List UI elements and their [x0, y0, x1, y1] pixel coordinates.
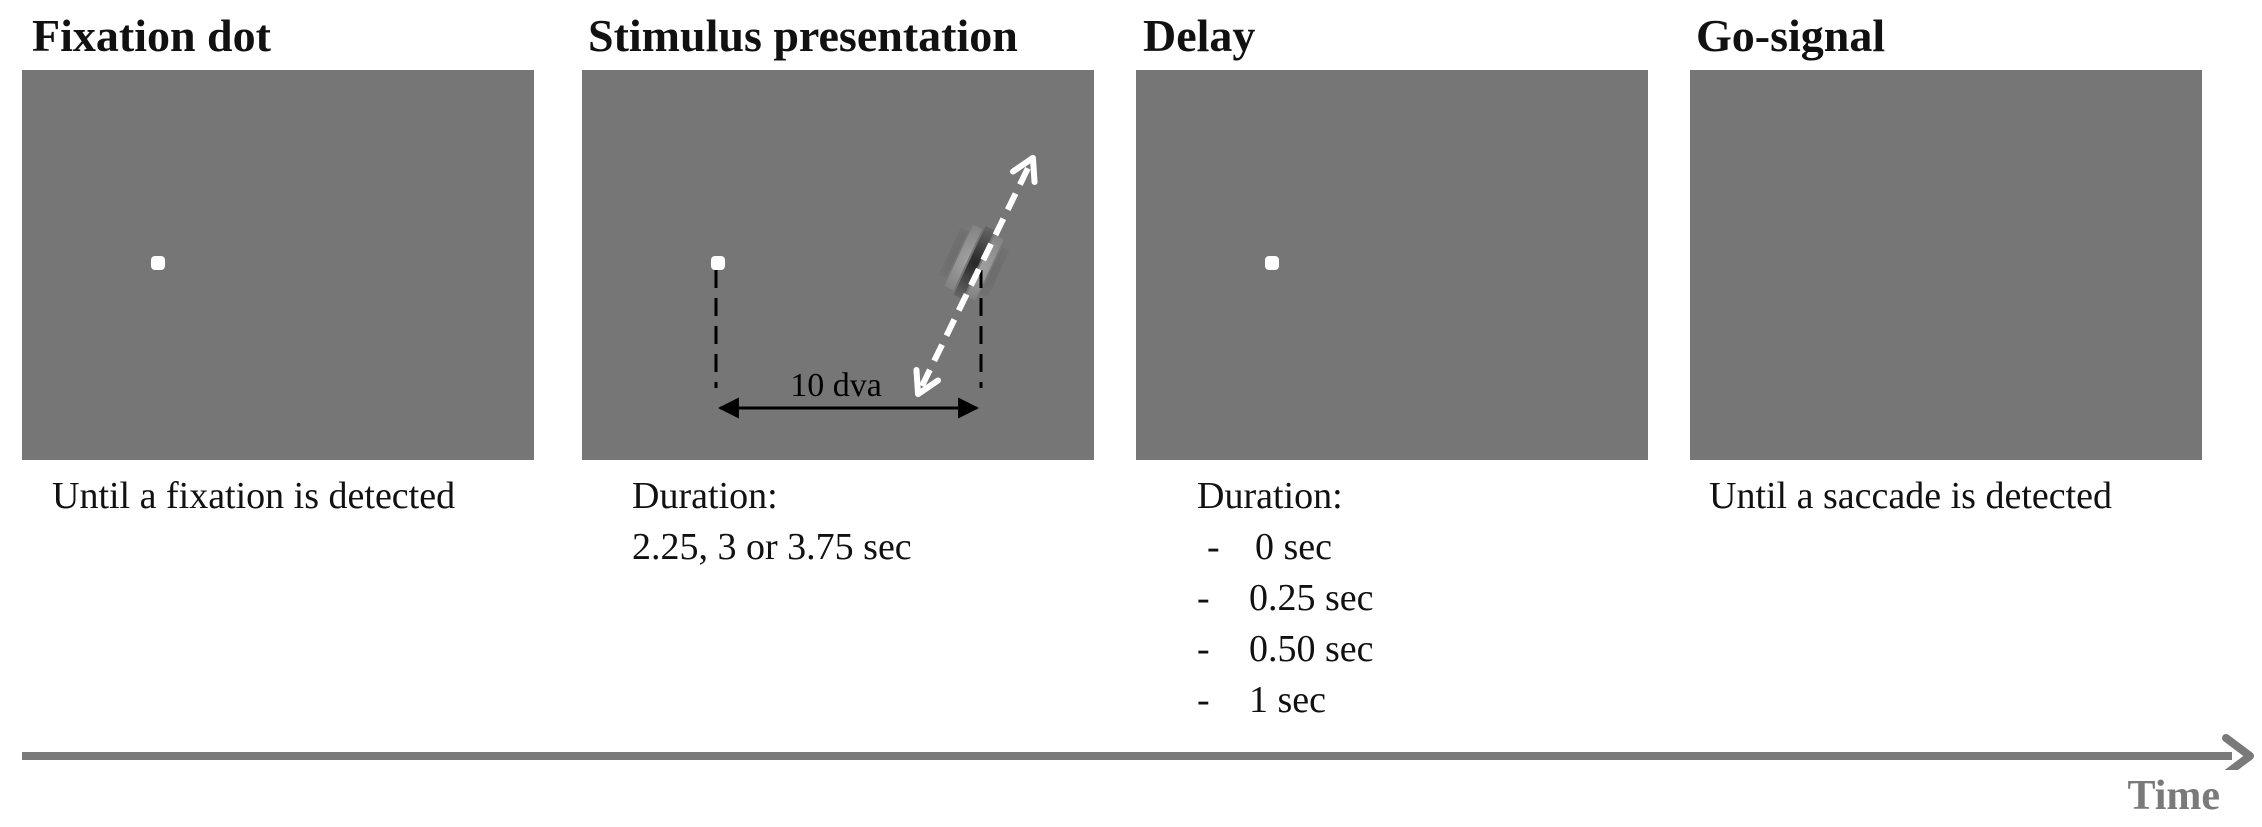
screen-delay	[1136, 70, 1648, 460]
time-arrow	[22, 734, 2254, 770]
list-item: -0 sec	[1207, 526, 1333, 568]
gabor-patch	[927, 215, 1023, 311]
fixation-dot	[1265, 256, 1279, 270]
delay-duration-list: -0 sec -0.25 sec -0.50 sec -1 sec	[1197, 522, 1374, 726]
caption-stimulus-heading: Duration:	[632, 475, 778, 517]
list-item: -0.25 sec	[1197, 577, 1374, 619]
panel-title-go-signal: Go-signal	[1696, 10, 1886, 61]
screen-stimulus: 10 dva	[582, 70, 1094, 460]
caption-delay: Duration: -0 sec -0.25 sec -0.50 sec -1 …	[1197, 471, 1374, 726]
time-label: Time	[2127, 773, 2220, 819]
distance-label: 10 dva	[790, 367, 882, 404]
panel-title-stimulus-presentation: Stimulus presentation	[588, 10, 1018, 61]
caption-fixation: Until a fixation is detected	[52, 475, 456, 517]
panel-title-fixation-dot: Fixation dot	[32, 10, 271, 61]
screen-go-signal	[1690, 70, 2202, 460]
screen-fixation	[22, 70, 534, 460]
panel-title-delay: Delay	[1143, 10, 1256, 61]
fixation-dot	[711, 256, 725, 270]
list-item: -1 sec	[1197, 679, 1327, 721]
orientation-arrow	[913, 154, 1038, 398]
list-item: -0.50 sec	[1197, 628, 1374, 670]
caption-go-signal: Until a saccade is detected	[1709, 475, 2113, 517]
caption-stimulus: Duration: 2.25, 3 or 3.75 sec	[632, 471, 912, 573]
fixation-dot	[151, 256, 165, 270]
caption-stimulus-durations: 2.25, 3 or 3.75 sec	[632, 526, 912, 568]
caption-delay-heading: Duration:	[1197, 475, 1343, 517]
stimulus-diagram: 10 dva	[714, 154, 1038, 419]
